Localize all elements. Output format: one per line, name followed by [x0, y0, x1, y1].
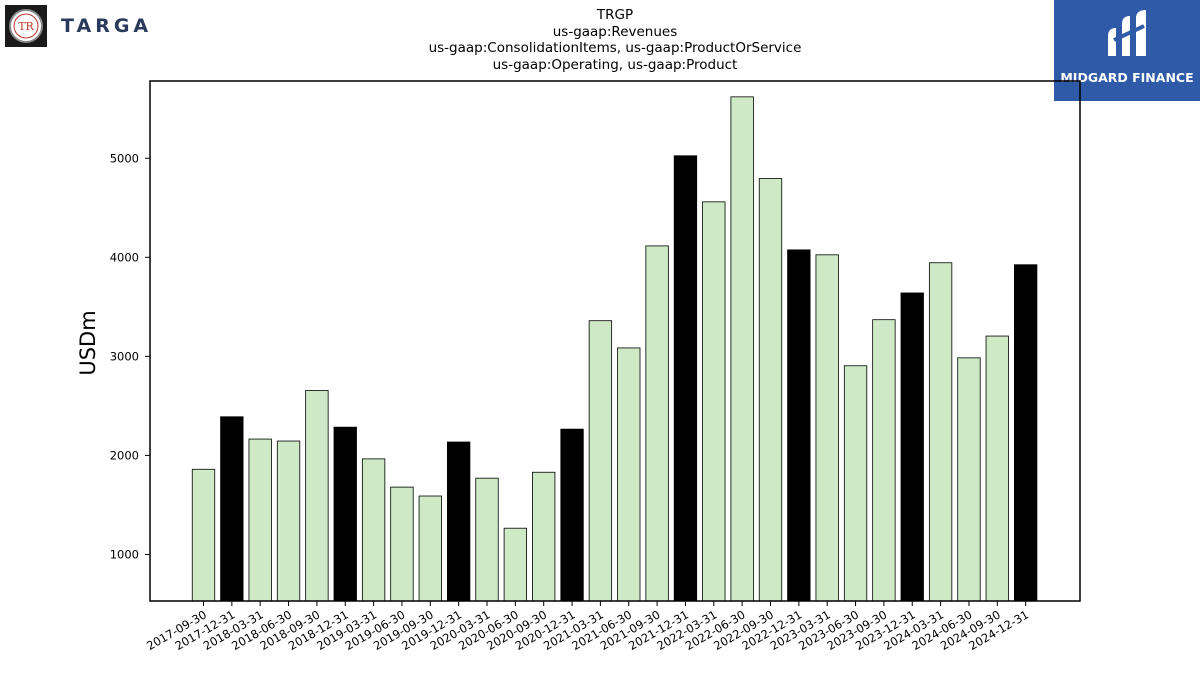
bar-2021-12-31 — [673, 155, 698, 602]
bar-2017-12-31 — [220, 416, 244, 602]
y-tick-label: 4000 — [110, 250, 139, 264]
midgard-mark-icon — [1108, 10, 1146, 56]
title-line-concept: us-gaap:Revenues — [552, 23, 678, 40]
targa-logo: TR TARGA — [5, 5, 165, 47]
bar-2022-06-30 — [730, 96, 754, 602]
y-tick-label: 5000 — [110, 151, 139, 165]
bar-2022-09-30 — [758, 178, 783, 602]
bar-2023-12-31 — [900, 292, 924, 602]
bar-2023-06-30 — [843, 365, 868, 602]
bar-2018-12-31 — [333, 426, 357, 602]
bar-2023-03-31 — [815, 254, 839, 602]
bar-2019-12-31 — [446, 441, 471, 602]
bar-2021-06-30 — [617, 347, 641, 602]
title-line-ticker: TRGP — [596, 7, 634, 23]
midgard-logo: MIDGARD FINANCE — [1054, 0, 1200, 101]
bar-2018-06-30 — [276, 440, 301, 602]
title-line-axis-2: us-gaap:Operating, us-gaap:Product — [492, 56, 738, 73]
title-line-axis-1: us-gaap:ConsolidationItems, us-gaap:Prod… — [428, 40, 802, 56]
bar-2022-12-31 — [787, 249, 811, 602]
bar-2023-09-30 — [872, 319, 896, 602]
chart-title: TRGP us-gaap:Revenues us-gaap:Consolidat… — [315, 7, 915, 73]
bar-2020-03-31 — [475, 477, 499, 602]
y-axis-label: USDm — [76, 310, 100, 375]
bar-2019-06-30 — [390, 486, 414, 602]
bar-2018-09-30 — [305, 390, 329, 602]
targa-mark-icon: TR — [5, 5, 47, 47]
bar-2020-09-30 — [532, 471, 556, 602]
bar-2021-09-30 — [645, 245, 669, 602]
y-tick-label: 2000 — [110, 448, 139, 462]
bar-2020-12-31 — [560, 428, 584, 602]
bar-2024-06-30 — [957, 357, 981, 602]
bar-2021-03-31 — [588, 320, 613, 602]
targa-wordmark: TARGA — [61, 15, 153, 37]
bar-2017-09-30 — [191, 468, 216, 602]
targa-mark-text: TR — [18, 20, 34, 33]
bar-2024-03-31 — [928, 262, 953, 602]
bar-2018-03-31 — [248, 438, 272, 602]
y-tick-label: 1000 — [110, 547, 139, 561]
bar-2022-03-31 — [702, 201, 726, 602]
bar-2020-06-30 — [503, 527, 528, 602]
y-tick-label: 3000 — [110, 349, 139, 363]
midgard-wordmark: MIDGARD FINANCE — [1060, 70, 1194, 85]
bar-2019-09-30 — [418, 495, 442, 602]
plot-frame — [149, 80, 1081, 602]
bar-2024-12-31 — [1014, 264, 1038, 602]
bar-2024-09-30 — [985, 335, 1009, 602]
bar-2019-03-31 — [361, 458, 386, 602]
